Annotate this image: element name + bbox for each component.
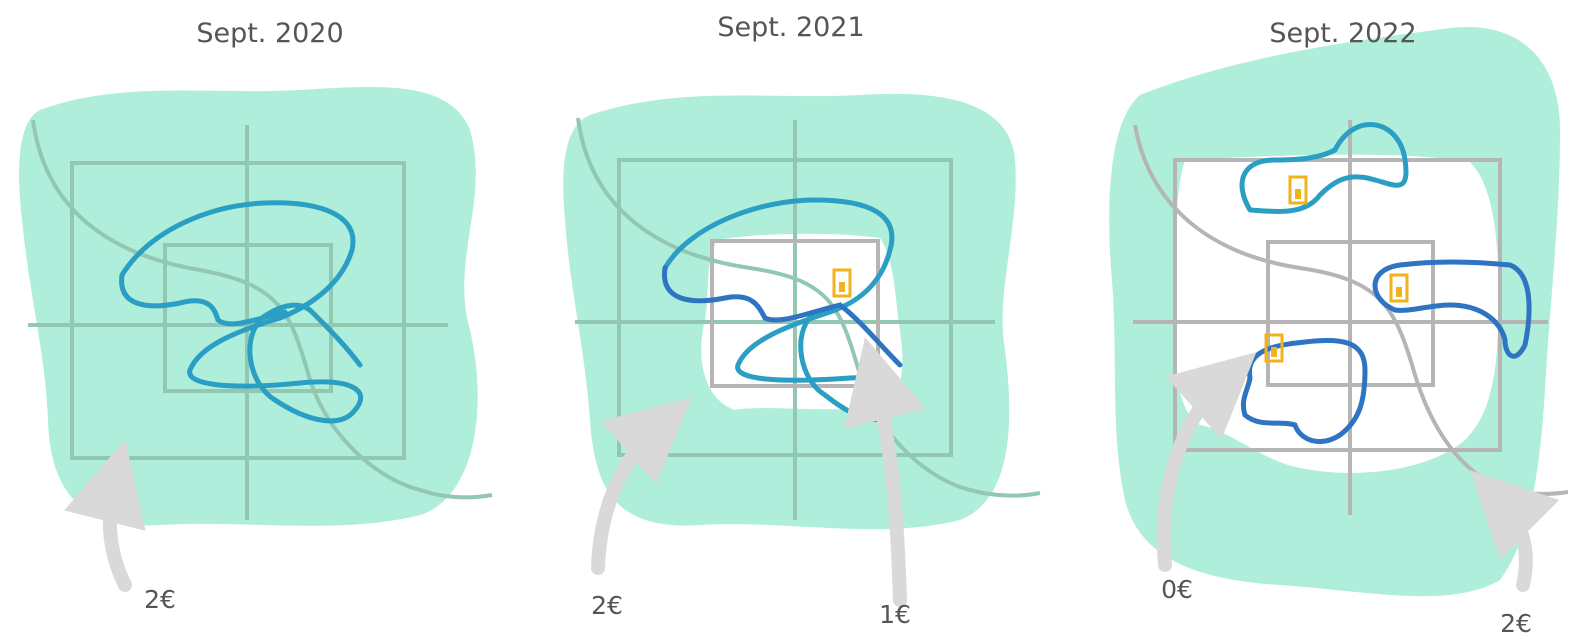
fare-arrow [844, 337, 926, 607]
fare-arrow [1156, 352, 1257, 572]
city-grid [575, 120, 995, 520]
transit-pass-icon [1264, 333, 1284, 363]
inner-grid [710, 239, 880, 388]
fare-price-label: 1€ [879, 600, 911, 629]
bus-route-inner [662, 265, 903, 368]
panel-2020: Sept. 2020 2€ [19, 18, 493, 614]
rail-line [31, 119, 493, 500]
fare-price-label: 2€ [144, 585, 176, 614]
bus-route-inner [119, 272, 288, 327]
panel-2021: Sept. 2021 2€ 1€ [563, 12, 1041, 629]
fare-arrow [591, 397, 692, 575]
rail-line [576, 117, 1041, 498]
panel-title: Sept. 2022 [1269, 18, 1416, 49]
fare-price-label: 2€ [591, 591, 623, 620]
panel-title: Sept. 2020 [196, 18, 343, 49]
transit-pass-icon [1288, 175, 1308, 205]
bus-route-north [1239, 122, 1409, 214]
city-grid [1133, 120, 1548, 515]
city-grid [28, 125, 448, 520]
fare-price-label: 0€ [1161, 575, 1193, 604]
panel-2022: Sept. 2022 0€ 2€ [1109, 18, 1569, 638]
fare-arrow [64, 439, 146, 592]
bus-route-east [1372, 259, 1532, 359]
panel-title: Sept. 2021 [717, 12, 864, 43]
fare-arrow [1470, 470, 1560, 592]
fare-price-label: 2€ [1500, 609, 1532, 638]
transit-pass-icon [832, 268, 852, 298]
fare-free-core [1174, 154, 1499, 473]
transit-pass-icon [1389, 273, 1409, 303]
